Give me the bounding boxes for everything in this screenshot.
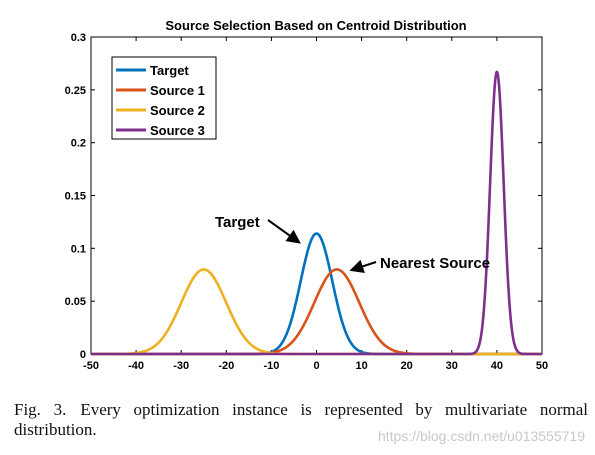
legend: Target Source 1 Source 2 Source 3 (111, 56, 217, 140)
series-line-4 (90, 70, 543, 356)
x-tick-label: -20 (218, 360, 234, 372)
x-tick-label: 10 (355, 360, 367, 372)
chart-figure: Source Selection Based on Centroid Distr… (65, 18, 549, 372)
x-tick-label: 20 (401, 360, 413, 372)
y-tick-label: 0.3 (71, 32, 86, 44)
x-tick-label: -50 (83, 360, 99, 372)
chart-title: Source Selection Based on Centroid Distr… (165, 18, 466, 33)
annotation-arrow (267, 219, 301, 244)
y-tick-label: 0.25 (65, 85, 86, 97)
annotation-target: Target (215, 214, 260, 231)
caption-label: Fig. 3. (14, 400, 67, 419)
annotation-arrow (349, 259, 377, 274)
y-tick-label: 0.05 (65, 296, 86, 308)
x-tick-label: -30 (173, 360, 189, 372)
legend-label-3: Source 2 (150, 103, 205, 118)
watermark: https://blog.csdn.net/u013555719 (377, 428, 585, 444)
caption-text: Every optimization instance is represent… (14, 400, 588, 439)
x-tick-label: -40 (128, 360, 144, 372)
x-tick-label: 30 (446, 360, 458, 372)
x-tick-label: 50 (536, 360, 548, 372)
legend-label-2: Source 1 (150, 83, 205, 98)
chart-annotations: Target Nearest Source (215, 214, 490, 274)
y-tick-label: 0.1 (71, 243, 86, 255)
figure-caption: Fig. 3. Every optimization instance is re… (14, 400, 588, 440)
y-tick-label: 0.15 (65, 191, 86, 203)
series-line-1 (90, 232, 543, 356)
series-line-3 (90, 268, 543, 356)
series-curves (90, 70, 543, 356)
x-tick-label: -10 (263, 360, 279, 372)
legend-label-1: Target (150, 63, 189, 78)
x-tick-label: 40 (491, 360, 503, 372)
y-tick-label: 0.2 (71, 138, 86, 150)
y-tick-label: 0 (80, 349, 86, 361)
annotation-nearest-source: Nearest Source (380, 255, 490, 272)
x-tick-label: 0 (313, 360, 319, 372)
legend-label-4: Source 3 (150, 123, 205, 138)
